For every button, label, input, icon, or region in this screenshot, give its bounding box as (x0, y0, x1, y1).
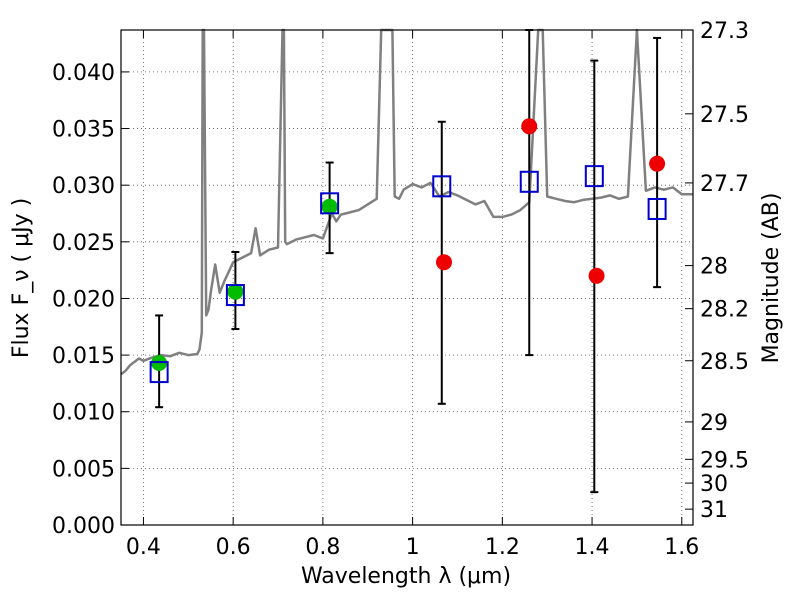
magnitude-tick-label: 27.5 (700, 103, 749, 128)
magnitude-tick-label: 29.5 (700, 448, 749, 473)
y-tick-label: 0.010 (52, 401, 115, 426)
y-tick-label: 0.030 (52, 174, 115, 199)
magnitude-tick-label: 31 (700, 498, 728, 523)
y-tick-label: 0.015 (52, 344, 115, 369)
plot-frame (120, 29, 694, 526)
x-tick-label: 0.4 (126, 535, 161, 560)
y-tick-label: 0.035 (52, 118, 115, 143)
y-tick-label: 0.025 (52, 231, 115, 256)
x-tick-label: 1.4 (575, 535, 610, 560)
magnitude-tick-label: 28.5 (700, 350, 749, 375)
magnitude-tick-label: 30 (700, 472, 728, 497)
magnitude-tick-label: 27.7 (700, 172, 749, 197)
x-axis-label: Wavelength λ (μm) (301, 564, 511, 589)
magnitude-tick-label: 28.2 (700, 298, 749, 323)
plot-content (120, 28, 693, 494)
model-spectrum-line (120, 28, 693, 376)
red-data-point (521, 118, 538, 135)
y-tick-label: 0.040 (52, 61, 115, 86)
magnitude-tick-label: 28 (700, 255, 728, 280)
green-data-point (321, 198, 338, 215)
y-tick-label: 0.000 (52, 514, 115, 539)
x-tick-label: 1.6 (664, 535, 699, 560)
red-data-point (588, 267, 605, 284)
x-tick-label: 1 (406, 535, 420, 560)
green-data-point (227, 283, 244, 300)
x-tick-label: 0.6 (216, 535, 251, 560)
blue-square-marker (519, 170, 539, 193)
blue-square-marker (432, 175, 452, 198)
red-data-point (436, 254, 453, 271)
y-axis-label: Flux F_ν ( μJy ) (9, 198, 34, 358)
y-tick-label: 0.020 (52, 287, 115, 312)
blue-square-marker (647, 197, 667, 220)
axis-ticks: 0.4 0.6 0.8 1 1.2 1.4 1.6 0.000 0.005 0.010 0.015 0… (52, 19, 749, 560)
magnitude-tick-label: 27.3 (700, 19, 749, 44)
x-tick-label: 1.2 (485, 535, 520, 560)
x-tick-label: 0.8 (305, 535, 340, 560)
red-data-point (649, 155, 666, 172)
blue-square-marker (225, 284, 245, 307)
blue-square-marker (584, 165, 604, 188)
blue-square-marker (320, 192, 340, 215)
magnitude-tick-label: 29 (700, 411, 728, 436)
right-axis-label: Magnitude (AB) (759, 193, 784, 364)
y-tick-label: 0.005 (52, 457, 115, 482)
blue-square-marker (149, 361, 169, 384)
